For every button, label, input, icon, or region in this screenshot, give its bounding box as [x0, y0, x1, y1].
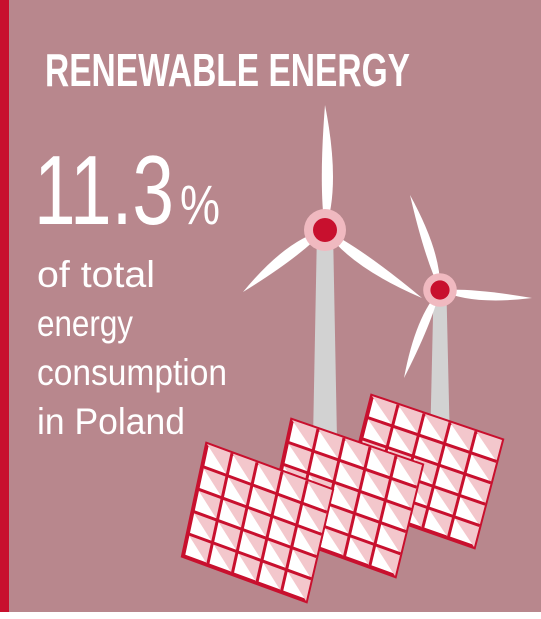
description-line: in Poland: [37, 401, 185, 442]
solar-grid-line: [206, 452, 234, 566]
description-line: of total: [37, 254, 155, 295]
solar-grid-line: [446, 430, 478, 539]
solar-grid-line: [187, 532, 312, 581]
solar-cell-shade: [207, 444, 232, 476]
description-line: energy: [37, 303, 133, 344]
solar-grid-line: [201, 464, 328, 514]
solar-cell-shade: [257, 462, 282, 494]
description-line: consumption: [37, 352, 227, 393]
stat-unit: %: [180, 173, 220, 236]
title: RENEWABLE ENERGY: [45, 44, 410, 96]
solar-grid-line: [281, 462, 412, 511]
accent-bar: [0, 0, 9, 612]
solar-grid-line: [196, 487, 323, 536]
description: of total energy consumption in Poland: [37, 254, 227, 442]
solar-cell-shade: [372, 396, 398, 427]
turbine-blade: [325, 230, 422, 298]
solar-cell-shade: [398, 404, 424, 435]
solar-grid-line: [279, 480, 309, 593]
turbine-tower: [430, 290, 450, 430]
solar-grid-line: [286, 440, 418, 489]
stat-value: 11.3: [34, 135, 174, 245]
solar-grid-line: [360, 436, 492, 485]
turbine-blade: [410, 195, 441, 290]
solar-cell-shade: [307, 480, 332, 513]
solar-cell-shade: [396, 456, 422, 488]
turbine-tower: [313, 230, 337, 440]
turbine-hub: [430, 280, 450, 300]
solar-cell-shade: [318, 429, 344, 461]
solar-grid-line: [192, 509, 317, 559]
solar-grid-line: [255, 471, 284, 584]
solar-cell-shade: [344, 438, 370, 470]
solar-cell-shade: [450, 422, 476, 453]
solar-grid-line: [342, 446, 372, 558]
turbine-blade: [404, 290, 440, 378]
solar-grid-line: [368, 455, 398, 568]
solar-cell-shade: [476, 431, 502, 462]
turbine-hub: [313, 218, 337, 242]
solar-cell-shade: [282, 471, 307, 504]
solar-grid-line: [366, 415, 497, 463]
turbine-blade: [243, 230, 325, 292]
turbine-blade: [321, 105, 333, 230]
solar-grid-line: [420, 422, 452, 530]
solar-grid-line: [230, 462, 259, 575]
solar-cell-shade: [232, 453, 257, 485]
illustration: [180, 105, 532, 604]
solar-cell-shade: [370, 447, 396, 479]
turbine-blade: [440, 289, 532, 301]
solar-cell-shade: [292, 420, 318, 452]
solar-cell-shade: [424, 413, 450, 444]
